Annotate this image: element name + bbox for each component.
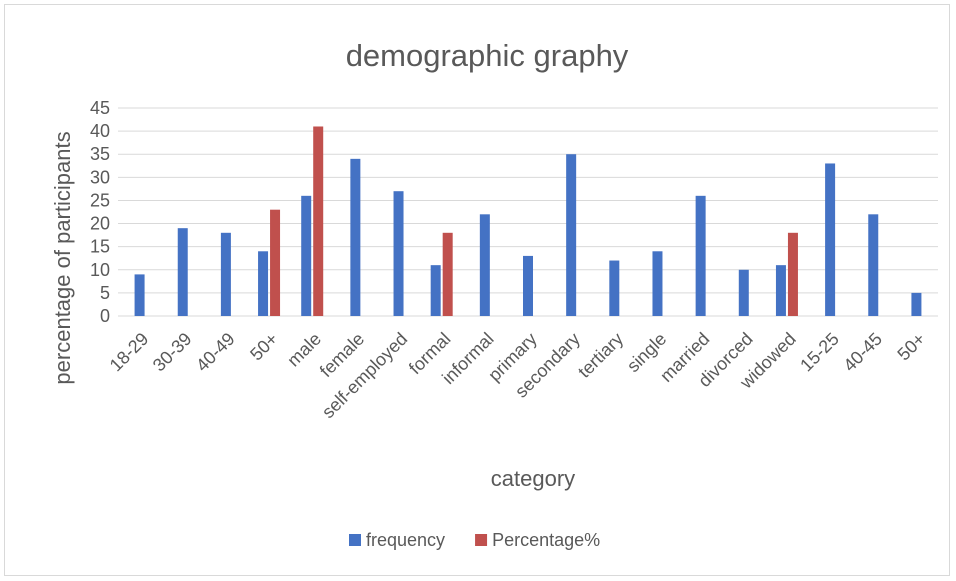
bar-frequency-0 bbox=[134, 274, 145, 316]
legend: frequency Percentage% bbox=[349, 530, 600, 550]
legend-swatch bbox=[475, 534, 488, 546]
bar-percentage--4 bbox=[313, 126, 324, 316]
bar-frequency-18 bbox=[911, 292, 922, 316]
y-tick-label: 15 bbox=[90, 237, 110, 257]
x-tick-label: tertiary bbox=[574, 329, 627, 382]
chart-title: demographic graphy bbox=[346, 38, 629, 73]
bar-frequency-6 bbox=[393, 191, 404, 316]
x-tick-label: 50+ bbox=[894, 329, 930, 365]
legend-swatch bbox=[349, 534, 361, 546]
y-tick-label: 40 bbox=[90, 121, 110, 141]
bar-frequency-16 bbox=[825, 163, 836, 316]
x-tick-label: 40-49 bbox=[192, 329, 239, 376]
bar-frequency-5 bbox=[350, 158, 361, 316]
bar-frequency-10 bbox=[566, 154, 577, 316]
bar-frequency-14 bbox=[738, 269, 749, 316]
bar-frequency-1 bbox=[177, 228, 188, 316]
bar-frequency-15 bbox=[775, 265, 786, 316]
y-tick-label: 0 bbox=[100, 306, 110, 326]
x-tick-label: 30-39 bbox=[149, 329, 196, 376]
y-axis-title: percentage of participants bbox=[50, 131, 75, 384]
bar-percentage--7 bbox=[442, 232, 453, 316]
bar-frequency-12 bbox=[652, 251, 663, 316]
bar-frequency-11 bbox=[609, 260, 620, 316]
y-tick-label: 10 bbox=[90, 260, 110, 280]
y-tick-label: 20 bbox=[90, 214, 110, 234]
bars bbox=[134, 126, 922, 316]
y-tick-label: 5 bbox=[100, 283, 110, 303]
bar-percentage--15 bbox=[787, 232, 798, 316]
x-tick-label: 18-29 bbox=[106, 329, 153, 376]
x-tick-label: 50+ bbox=[246, 329, 282, 365]
y-tick-label: 45 bbox=[90, 98, 110, 118]
bar-percentage--3 bbox=[270, 209, 281, 316]
y-tick-label: 30 bbox=[90, 167, 110, 187]
x-axis-title: category bbox=[491, 466, 575, 491]
bar-frequency-17 bbox=[868, 214, 879, 316]
bar-frequency-7 bbox=[430, 265, 441, 316]
x-tick-label: 15-25 bbox=[796, 329, 843, 376]
bar-frequency-9 bbox=[523, 255, 533, 316]
y-tick-label: 35 bbox=[90, 144, 110, 164]
y-axis-ticks: 0 5 10 15 20 25 30 35 40 45 bbox=[90, 98, 110, 326]
bar-frequency-13 bbox=[695, 195, 706, 316]
bar-frequency-4 bbox=[301, 195, 312, 316]
gridlines bbox=[118, 107, 938, 317]
bar-frequency-3 bbox=[258, 251, 269, 316]
legend-label: Percentage% bbox=[492, 530, 600, 550]
y-tick-label: 25 bbox=[90, 190, 110, 210]
legend-label: frequency bbox=[366, 530, 445, 550]
bar-frequency-2 bbox=[220, 232, 231, 316]
x-tick-label: 40-45 bbox=[839, 329, 886, 376]
bar-frequency-8 bbox=[479, 214, 490, 316]
